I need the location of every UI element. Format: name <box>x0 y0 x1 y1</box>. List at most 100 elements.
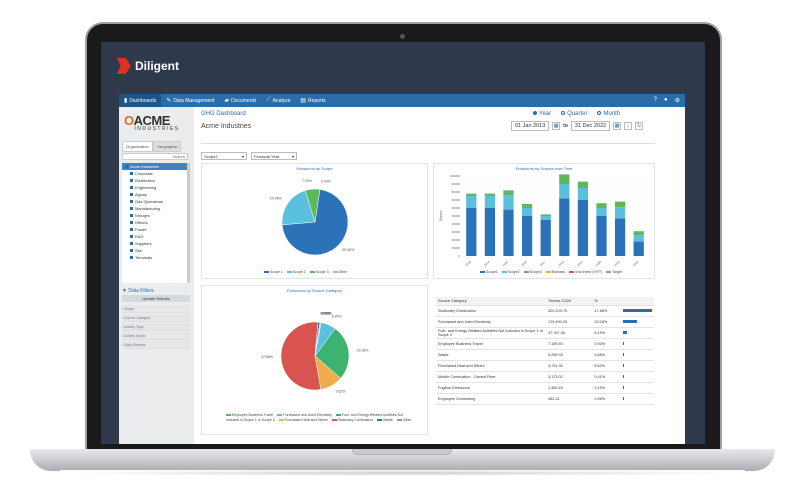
checkbox-icon[interactable] <box>130 214 133 217</box>
radio-quarter[interactable]: Quarter <box>561 111 587 117</box>
legend-item[interactable]: Stationary Combustion <box>331 418 373 422</box>
legend-item[interactable]: Purchased and Used Electricity <box>277 413 332 417</box>
tree-item[interactable]: Corporate <box>122 170 190 177</box>
checkbox-icon[interactable] <box>125 165 128 168</box>
table-row[interactable]: Fuel- and Energy-Related Activities Not … <box>436 327 654 339</box>
legend-item[interactable]: Biomass <box>545 270 565 274</box>
tree-item[interactable]: Nitrogen <box>122 212 190 219</box>
nav-dashboards[interactable]: ▮ Dashboards <box>119 94 162 107</box>
slice-label: 0.86% <box>320 311 330 315</box>
tree-item[interactable]: Engineering <box>122 184 190 191</box>
filter-item[interactable]: › Activity Inputs <box>122 332 190 340</box>
legend-item[interactable]: Fuel- and Energy-Related Activities Not … <box>226 413 403 422</box>
legend-item[interactable]: Scope 3 <box>309 270 329 274</box>
end-date-input[interactable]: 31 Dec 2022 <box>570 121 611 131</box>
update-results-button[interactable]: Update Results <box>122 295 190 302</box>
pie-slice <box>314 328 350 379</box>
checkbox-icon[interactable] <box>130 193 133 196</box>
bar <box>540 214 551 216</box>
legend-item[interactable]: Scope1 <box>480 270 498 274</box>
gear-icon[interactable]: ⚙ <box>674 98 680 104</box>
sort-icon[interactable]: ↕ <box>624 122 633 130</box>
radio-year[interactable]: Year <box>533 111 551 117</box>
checkbox-icon[interactable] <box>130 249 133 252</box>
tree-scrollbar[interactable] <box>187 163 190 283</box>
checkbox-icon[interactable] <box>130 235 133 238</box>
checkbox-icon[interactable] <box>130 179 133 182</box>
legend-item[interactable]: Scope2 <box>501 270 520 274</box>
checkbox-icon[interactable] <box>130 200 133 203</box>
tree-item[interactable]: Site <box>122 247 190 254</box>
period-select[interactable]: Financial Year ▾ <box>251 152 297 160</box>
checkbox-icon[interactable] <box>130 242 133 245</box>
table-row[interactable]: Waste 5,255.93 0.68% <box>436 349 654 361</box>
nav-data-management[interactable]: ✎ Data Management <box>166 97 215 105</box>
checkbox-icon[interactable] <box>130 172 133 175</box>
slice-label: 9.62% <box>336 390 346 394</box>
checkbox-icon[interactable] <box>130 221 133 224</box>
tree-item[interactable]: Manufacturing <box>122 205 190 212</box>
tree-item[interactable]: Acme Industries <box>122 163 190 170</box>
table-row[interactable]: Employee Business Travel 7,150.93 0.93% <box>436 338 654 350</box>
tab-geographic[interactable]: Geographic <box>152 141 182 152</box>
chevron-down-icon: ▾ <box>291 154 294 159</box>
tree-item[interactable]: Gas Operations <box>122 198 190 205</box>
table-row[interactable]: Mobile Combustion - Owned Fleet 3,173.02 0… <box>436 371 654 383</box>
checkbox-icon[interactable] <box>130 207 133 210</box>
tree-item[interactable]: Agway <box>122 191 190 198</box>
nav-reports[interactable]: ▤ Reports <box>300 97 326 105</box>
bar <box>633 235 644 242</box>
legend-label: Other <box>338 270 348 274</box>
tab-organization[interactable]: Organization <box>122 141 153 152</box>
tree-item[interactable]: Suppliers <box>122 240 190 247</box>
tree-item[interactable]: Offsets <box>122 219 190 226</box>
nav-documents[interactable]: ▰ Documents <box>224 97 257 105</box>
date-range: 01 Jan 2013 ▦ to 31 Dec 2022 ▦ ↕ ↻ <box>511 121 644 131</box>
legend-item[interactable]: Purchased Heat and Steam <box>278 418 328 422</box>
help-icon[interactable]: ? <box>653 97 657 103</box>
divider <box>201 143 655 144</box>
table-row[interactable]: Employee Commuting 352.31 0.05% <box>436 393 654 405</box>
calendar-icon[interactable]: ▦ <box>613 122 622 130</box>
slice-label: 23.28% <box>357 348 369 352</box>
legend-item[interactable]: Other <box>332 270 348 274</box>
legend-item[interactable]: Other <box>396 418 412 422</box>
calendar-icon[interactable]: ▦ <box>552 122 561 130</box>
acme-logo: OACME INDUSTRIES <box>124 113 180 132</box>
radio-month[interactable]: Month <box>597 111 620 117</box>
checkbox-icon[interactable] <box>130 256 133 259</box>
filter-item[interactable]: › Source Category <box>122 314 190 322</box>
legend-swatch <box>501 271 507 273</box>
legend-item[interactable]: Scope3 <box>523 270 542 274</box>
refresh-icon[interactable]: ↻ <box>635 122 644 130</box>
legend-swatch <box>569 271 575 273</box>
table-row[interactable]: Fugitive Emissions 1,483.45 0.19% <box>436 382 654 394</box>
legend-item[interactable]: Scope 2 <box>286 270 306 274</box>
legend-item[interactable]: Visit Intent (VITT) <box>569 270 602 274</box>
nav-analyze[interactable]: ⟋ Analyze <box>266 97 291 104</box>
start-date-input[interactable]: 01 Jan 2013 <box>511 121 550 131</box>
legend-label: Scope 2 <box>292 270 306 274</box>
user-icon[interactable]: ● <box>663 97 668 103</box>
tree-item[interactable]: Power <box>122 226 190 233</box>
tree-item[interactable]: R&D <box>122 233 190 240</box>
tree-item[interactable]: Distribution <box>122 177 190 184</box>
cell-percent: 0.62% <box>592 360 622 372</box>
table-row[interactable]: Purchased and Used Electricity 179,490.00… <box>436 316 654 328</box>
table-row[interactable]: Purchased Heat and Steam 4,751.35 0.62% <box>436 360 654 372</box>
table-row[interactable]: Stationary Combustion 320,209.75 47.86% <box>436 305 654 317</box>
filter-item[interactable]: › Activity Type <box>122 323 190 331</box>
checkbox-icon[interactable] <box>130 228 133 231</box>
scope-select[interactable]: Scope2 ▾ <box>201 152 247 160</box>
tree-item[interactable]: Terminals <box>122 254 190 261</box>
search-input[interactable]: Search <box>122 153 188 160</box>
legend-item[interactable]: Scope 1 <box>264 270 283 274</box>
filter-item[interactable]: › Scope <box>122 305 190 313</box>
slice-label: 0.44% <box>322 312 332 316</box>
checkbox-icon[interactable] <box>130 186 133 189</box>
top-nav: ▮ Dashboards ✎ Data Management ▰ Documents … <box>119 94 685 107</box>
legend-item[interactable]: Target <box>606 270 622 274</box>
legend-item[interactable]: Employee Business Travel <box>226 413 273 417</box>
legend-item[interactable]: Waste <box>377 418 393 422</box>
filter-item[interactable]: › Data Streams <box>122 341 190 349</box>
